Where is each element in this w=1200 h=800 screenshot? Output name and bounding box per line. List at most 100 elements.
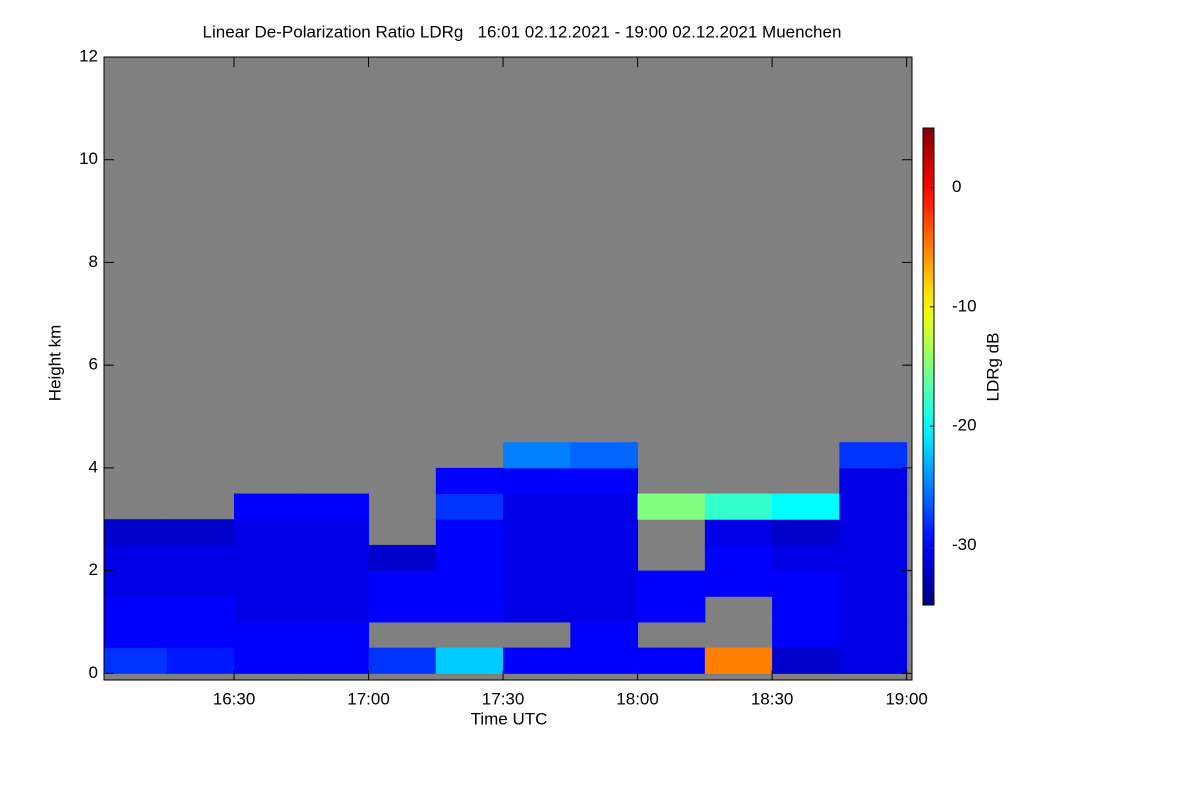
colorbar-label: LDRg dB: [983, 333, 1002, 402]
heatmap-cell: [166, 544, 235, 572]
heatmap-cell: [772, 570, 840, 597]
heatmap-cell: [570, 647, 639, 674]
heatmap-cell: [166, 621, 235, 649]
plot-frame: [103, 56, 913, 681]
colorbar: [922, 127, 935, 606]
heatmap-cell: [839, 596, 908, 623]
heatmap-cell: [772, 544, 840, 572]
heatmap-cell: [503, 467, 571, 495]
heatmap-cell: [234, 493, 302, 520]
heatmap-cell: [166, 596, 235, 623]
heatmap-cell: [570, 442, 639, 469]
heatmap-cell: [166, 570, 235, 597]
heatmap-cell: [368, 647, 437, 674]
heatmap-cell: [637, 596, 706, 623]
heatmap-cell: [772, 493, 840, 520]
heatmap-cell: [301, 493, 370, 520]
heatmap-cell: [570, 467, 639, 495]
heatmap-cell: [704, 519, 773, 546]
y-tick-label: 6: [89, 355, 98, 374]
x-tick-label: 17:30: [482, 689, 525, 708]
heatmap-cell: [637, 493, 706, 520]
heatmap-cell: [570, 493, 639, 520]
heatmap-cell: [435, 519, 504, 546]
heatmap-cell: [839, 621, 908, 649]
x-tick-label: 18:00: [616, 689, 659, 708]
colorbar-tick-label: -20: [952, 416, 977, 435]
heatmap-cell: [368, 596, 437, 623]
heatmap-cell: [104, 519, 168, 546]
heatmap-cell: [166, 647, 235, 674]
heatmap-cell: [503, 519, 571, 546]
heatmap-cell: [166, 519, 235, 546]
heatmap-cell: [839, 570, 908, 597]
heatmap-cell: [234, 544, 302, 572]
colorbar-tick-label: -10: [952, 296, 977, 315]
heatmap-cell: [704, 647, 773, 674]
colorbar-tick-label: 0: [952, 177, 961, 196]
heatmap-cell: [104, 544, 168, 572]
heatmap-cell: [704, 493, 773, 520]
heatmap-cell: [234, 621, 302, 649]
heatmap-cell: [104, 647, 168, 674]
heatmap-cell: [301, 621, 370, 649]
y-tick-label: 0: [89, 663, 98, 682]
heatmap-cell: [301, 544, 370, 572]
heatmap-cell: [435, 467, 504, 495]
heatmap-cell: [704, 570, 773, 597]
heatmap-cell: [503, 570, 571, 597]
x-tick-label: 19:00: [885, 689, 928, 708]
heatmap-cell: [104, 621, 168, 649]
heatmap-cell: [637, 647, 706, 674]
heatmap-cell: [368, 570, 437, 597]
heatmap-cell: [570, 596, 639, 623]
heatmap-cell: [839, 467, 908, 495]
heatmap-cell: [570, 621, 639, 649]
heatmap-cell: [301, 519, 370, 546]
heatmap-cell: [503, 442, 571, 469]
heatmap-cell: [704, 544, 773, 572]
heatmap-cell: [570, 519, 639, 546]
x-tick-label: 17:00: [347, 689, 390, 708]
heatmap-cell: [368, 544, 437, 572]
chart-title: Linear De-Polarization Ratio LDRg 16:01 …: [203, 22, 842, 41]
heatmap-cell: [839, 493, 908, 520]
heatmap-cell: [772, 621, 840, 649]
heatmap-cell: [435, 544, 504, 572]
heatmap-cell: [503, 647, 571, 674]
heatmap-cell: [435, 570, 504, 597]
heatmap-cell: [435, 493, 504, 520]
heatmap-cell: [234, 519, 302, 546]
y-tick-label: 12: [79, 46, 98, 65]
y-tick-label: 2: [89, 560, 98, 579]
heatmap-cell: [570, 544, 639, 572]
heatmap-cell: [637, 570, 706, 597]
heatmap-cell: [301, 596, 370, 623]
heatmap-cell: [104, 570, 168, 597]
heatmap-cell: [839, 519, 908, 546]
colorbar-tick-label: -30: [952, 535, 977, 554]
heatmap-cell: [301, 570, 370, 597]
heatmap-cell: [435, 647, 504, 674]
heatmap-cell: [234, 570, 302, 597]
heatmap-cell: [772, 519, 840, 546]
heatmap-cell: [435, 596, 504, 623]
heatmap-cell: [570, 570, 639, 597]
heatmap-cell: [772, 647, 840, 674]
heatmap-cell: [772, 596, 840, 623]
y-tick-label: 8: [89, 252, 98, 271]
heatmap-cell: [839, 442, 908, 469]
heatmap-cell: [234, 647, 302, 674]
heatmap-cell: [503, 596, 571, 623]
x-tick-label: 16:30: [213, 689, 256, 708]
heatmap-cell: [503, 493, 571, 520]
heatmap-cell: [839, 544, 908, 572]
heatmap-cell: [104, 596, 168, 623]
x-tick-label: 18:30: [751, 689, 794, 708]
x-axis-label: Time UTC: [471, 709, 548, 728]
y-tick-label: 10: [79, 149, 98, 168]
y-axis-label: Height km: [45, 325, 64, 402]
heatmap-cell: [301, 647, 370, 674]
y-tick-label: 4: [89, 457, 98, 476]
